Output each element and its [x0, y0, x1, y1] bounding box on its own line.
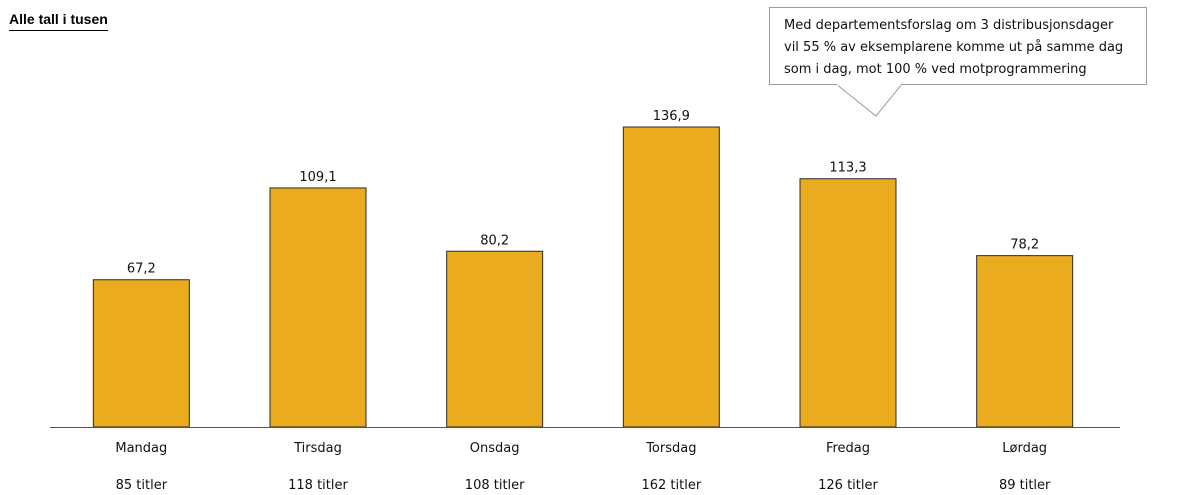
- units-note: Alle tall i tusen: [9, 11, 108, 31]
- bar-mandag: [92, 279, 190, 428]
- data-label: 113,3: [829, 161, 866, 176]
- title-count-label: 85 titler: [116, 478, 168, 493]
- title-count-label: 89 titler: [999, 478, 1051, 493]
- title-count-label: 126 titler: [818, 478, 878, 493]
- title-count-label: 118 titler: [288, 478, 348, 493]
- data-label: 78,2: [1010, 238, 1039, 253]
- bar-fredag: [799, 178, 897, 428]
- annotation-callout: Med departementsforslag om 3 distribusjo…: [769, 7, 1147, 85]
- callout-line-3: som i dag, mot 100 % ved motprogrammerin…: [784, 62, 1087, 77]
- bar-torsdag: [622, 126, 720, 428]
- title-count-label: 108 titler: [465, 478, 525, 493]
- data-label: 67,2: [127, 262, 156, 277]
- bar-onsdag: [446, 250, 544, 428]
- category-label: Mandag: [115, 441, 167, 456]
- labels-group: 67,2 Mandag 85 titler 109,1 Tirsdag 118 title…: [115, 109, 1051, 493]
- bar-tirsdag: [269, 187, 367, 428]
- title-count-label: 162 titler: [641, 478, 701, 493]
- callout-line-2: vil 55 % av eksemplarene komme ut på sam…: [784, 40, 1124, 55]
- category-label: Lørdag: [1002, 441, 1047, 456]
- bars-group: [92, 126, 1074, 428]
- category-label: Fredag: [826, 441, 870, 456]
- data-label: 109,1: [299, 170, 336, 185]
- data-label: 80,2: [480, 233, 509, 248]
- data-label: 136,9: [653, 109, 690, 124]
- callout-line-1: Med departementsforslag om 3 distribusjo…: [784, 18, 1114, 33]
- category-label: Tirsdag: [293, 441, 342, 456]
- bar-lørdag: [976, 255, 1074, 428]
- category-label: Torsdag: [645, 441, 696, 456]
- category-label: Onsdag: [470, 441, 520, 456]
